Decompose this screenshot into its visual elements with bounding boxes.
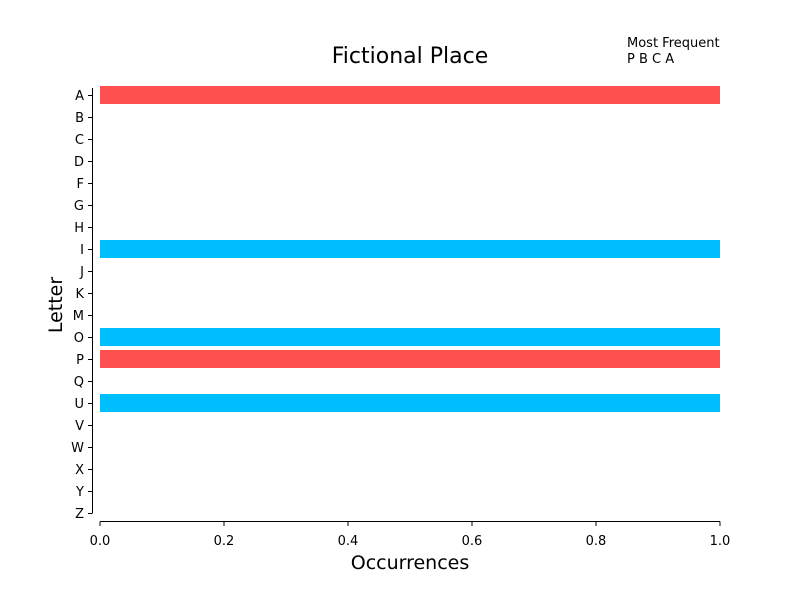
y-tick-label: K — [75, 287, 84, 302]
y-tick-label: D — [74, 155, 84, 170]
x-tick-label: 0.8 — [586, 534, 607, 549]
most-frequent-letters: P B C A — [627, 52, 674, 67]
x-axis-label: Occurrences — [351, 552, 470, 574]
y-tick-label: U — [74, 397, 84, 412]
y-tick-label: M — [73, 309, 84, 324]
bar-o — [100, 328, 720, 346]
x-tick-label: 0.4 — [338, 534, 359, 549]
y-tick-label: Z — [75, 507, 84, 522]
x-tick-label: 0.2 — [214, 534, 235, 549]
bar-u — [100, 394, 720, 412]
y-tick-label: C — [75, 133, 84, 148]
x-tick-label: 0.6 — [462, 534, 483, 549]
y-axis-label: Letter — [45, 277, 67, 334]
x-tick-label: 0.0 — [90, 534, 111, 549]
y-tick-label: P — [76, 353, 84, 368]
x-axis-ticks: 0.0 0.2 0.4 0.6 0.8 1.0 — [90, 521, 731, 549]
y-tick-label: A — [75, 89, 84, 104]
y-tick-label: I — [80, 243, 84, 258]
bar-a — [100, 86, 720, 104]
y-tick-label: H — [74, 221, 84, 236]
most-frequent-heading: Most Frequent — [627, 36, 720, 51]
chart-title: Fictional Place — [332, 44, 488, 69]
y-tick-label: Q — [74, 375, 84, 390]
x-tick-label: 1.0 — [710, 534, 731, 549]
y-tick-label: V — [75, 419, 84, 434]
y-tick-label: X — [75, 463, 84, 478]
y-tick-label: O — [74, 331, 84, 346]
y-tick-label: Y — [75, 485, 84, 500]
y-tick-label: F — [77, 177, 84, 192]
y-tick-label: B — [75, 111, 84, 126]
y-tick-label: W — [71, 441, 84, 456]
y-tick-label: G — [74, 199, 84, 214]
y-tick-label: J — [79, 265, 84, 280]
bar-p — [100, 350, 720, 368]
bars-group — [100, 86, 720, 412]
bar-i — [100, 240, 720, 258]
